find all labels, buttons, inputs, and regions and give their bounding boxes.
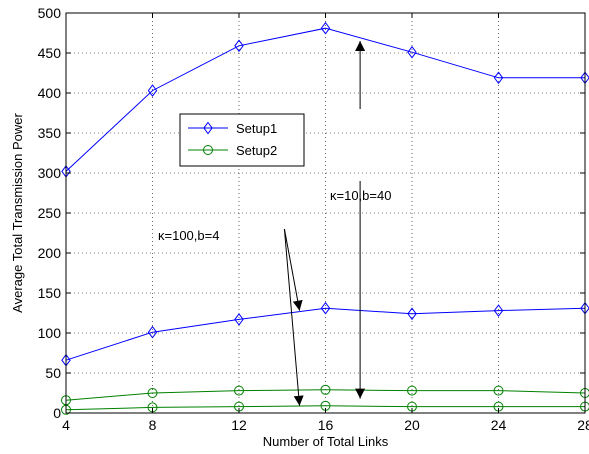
data-point-1-1 (147, 388, 158, 398)
y-tick-label-9: 450 (38, 45, 62, 61)
series-2 (61, 301, 589, 367)
annotation-0: κ=10,b=40 (330, 41, 391, 399)
annotation-label-1: κ=100,b=4 (158, 228, 219, 243)
y-tick-label-7: 350 (38, 125, 62, 141)
y-tick-label-10: 500 (38, 5, 62, 21)
series-line-2 (65, 307, 586, 361)
data-point-2-5 (493, 304, 504, 317)
annotation-label-0: κ=10,b=40 (330, 188, 391, 203)
series-line-1 (65, 389, 586, 401)
x-tick-label-0: 4 (62, 417, 70, 433)
data-point-2-4 (407, 307, 417, 321)
annotations: κ=10,b=40 κ=100,b=4 (158, 41, 391, 406)
data-point-2-3 (320, 301, 331, 315)
y-tick-label-3: 150 (38, 285, 62, 301)
legend-marker-1 (203, 145, 213, 155)
data-point-0-5 (493, 71, 504, 85)
data-point-1-5 (493, 385, 504, 396)
series-1 (61, 384, 589, 406)
x-tick-label-4: 20 (404, 417, 420, 433)
y-tick-label-1: 50 (45, 365, 61, 381)
series-layer (61, 21, 589, 415)
data-point-0-3 (320, 21, 331, 35)
legend-label-0: Setup1 (236, 121, 277, 136)
ticks: 4 8 12 16 20 24 28 0 50 100 150 200 250 300 350 400 450 5… (38, 5, 589, 433)
y-tick-label-4: 200 (38, 245, 62, 261)
data-point-0-4 (407, 45, 417, 59)
data-point-2-2 (234, 313, 244, 326)
x-tick-label-3: 16 (318, 417, 334, 433)
x-tick-label-2: 12 (231, 417, 247, 433)
data-point-1-3 (320, 384, 331, 395)
data-point-1-2 (234, 385, 244, 396)
y-tick-label-2: 100 (38, 325, 62, 341)
annotation-arrow-1-0 (283, 228, 303, 311)
data-point-0-1 (147, 84, 158, 97)
x-axis-title: Number of Total Links (263, 434, 389, 449)
grid (66, 13, 585, 413)
x-tick-label-5: 24 (491, 417, 507, 433)
series-line-3 (65, 405, 585, 411)
data-point-1-4 (407, 385, 417, 396)
y-tick-label-8: 400 (38, 85, 62, 101)
legend: Setup1 Setup2 (179, 113, 305, 167)
y-tick-label-5: 250 (38, 205, 62, 221)
legend-label-1: Setup2 (236, 143, 277, 158)
legend-marker-0 (203, 121, 213, 135)
series-line-0 (65, 27, 585, 172)
y-axis-title: Average Total Transmission Power (10, 112, 25, 312)
x-tick-label-1: 8 (149, 417, 157, 433)
annotation-1: κ=100,b=4 (158, 228, 304, 406)
x-tick-label-6: 28 (577, 417, 589, 433)
data-point-0-2 (234, 39, 244, 53)
y-tick-label-0: 0 (53, 405, 61, 421)
annotation-arrow-1-1 (283, 228, 304, 406)
y-tick-label-6: 300 (38, 165, 62, 181)
legend-box (179, 113, 305, 167)
data-point-2-1 (147, 325, 158, 339)
